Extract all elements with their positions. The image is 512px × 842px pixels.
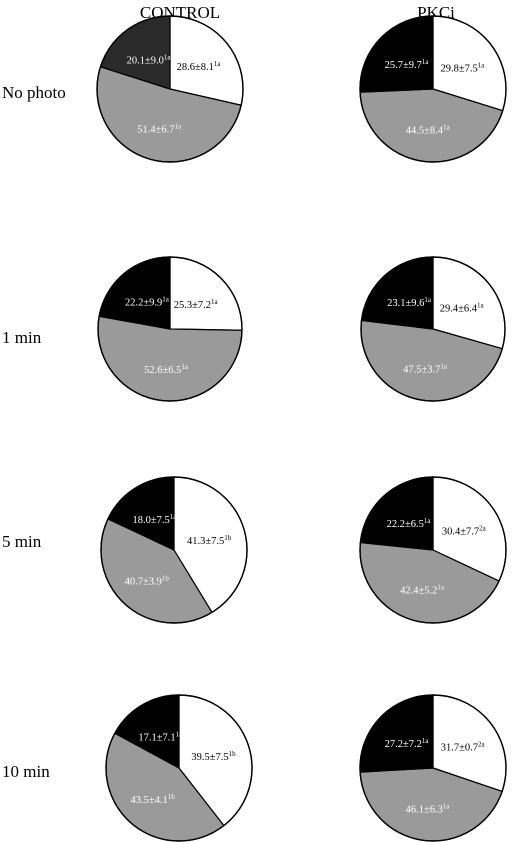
pie-label-pkci-10-min-gray: 46.1±6.31a (406, 803, 451, 816)
pie-control-10-min: 39.5±7.51b 43.5±4.11b 17.1±7.11a (105, 694, 253, 842)
pie-label-control-5-min-black: 18.0±7.51a (132, 513, 177, 526)
pie-label-control-1-min-black: 22.2±9.91a (125, 295, 170, 308)
pie-label-pkci-5-min-black: 22.2±6.51a (387, 517, 432, 530)
pie-label-pkci-10-min-white: 31.7±0.72a (441, 741, 486, 754)
pie-outline-pkci-1-min (360, 256, 506, 402)
pie-control-5-min: 41.3±7.51b 40.7±3.91b 18.0±7.51a (100, 476, 248, 624)
pie-control-no-photo: 28.6±8.11a 51.4±6.71a 20.1±9.01a (96, 15, 244, 163)
pie-outline-control-1-min (97, 256, 243, 402)
pie-label-control-no-photo-white: 28.6±8.11a (177, 60, 222, 73)
pie-label-control-10-min-gray: 43.5±4.11b (130, 793, 175, 806)
pie-outline-control-no-photo (96, 15, 244, 163)
pie-pkci-10-min: 31.7±0.72a 46.1±6.31a 27.2±7.21a (359, 694, 507, 842)
pie-slice-pkci-1-min-black (360, 256, 434, 330)
pie-label-pkci-5-min-white: 30.4±7.72a (442, 524, 487, 537)
pie-slice-control-1-min-black (98, 256, 171, 330)
pie-slice-pkci-5-min-black (359, 476, 434, 551)
pie-outline-pkci-no-photo (359, 15, 507, 163)
pie-label-control-no-photo-dark: 20.1±9.01a (127, 54, 172, 67)
row-header-10-min: 10 min (2, 762, 50, 781)
pie-label-pkci-10-min-black: 27.2±7.21a (385, 737, 430, 750)
pie-pkci-no-photo: 29.8±7.51a 44.5±8.41a 25.7±9.71a (359, 15, 507, 163)
pie-label-pkci-no-photo-black: 25.7±9.71a (385, 58, 430, 71)
row-header-1-min: 1 min (2, 328, 42, 347)
pie-control-1-min: 25.3±7.21a 52.6±6.51a 22.2±9.91a (97, 256, 243, 402)
pie-pkci-1-min: 29.4±6.41a 47.5±3.71a 23.1±9.61a (360, 256, 506, 402)
pie-label-pkci-no-photo-gray: 44.5±8.41a (406, 124, 451, 137)
pie-label-pkci-1-min-white: 29.4±6.41a (440, 301, 485, 314)
pie-label-control-1-min-gray: 52.6±6.51a (144, 363, 189, 376)
pie-outline-pkci-10-min (359, 694, 507, 842)
pies: 28.6±8.11a 51.4±6.71a 20.1±9.01a 29.8±7.51a… (96, 15, 507, 842)
pie-slice-control-1-min-white (169, 256, 243, 331)
pie-label-control-10-min-white: 39.5±7.51b (191, 750, 236, 763)
pie-label-pkci-1-min-gray: 47.5±3.71a (403, 363, 448, 376)
pie-outline-control-5-min (100, 476, 248, 624)
pie-label-control-5-min-white: 41.3±7.51b (187, 534, 232, 547)
pie-label-control-10-min-black: 17.1±7.11a (138, 731, 183, 744)
pie-slice-pkci-no-photo-black (359, 15, 434, 93)
pie-label-control-5-min-gray: 40.7±3.91b (125, 574, 170, 587)
pie-label-control-no-photo-gray: 51.4±6.71a (137, 122, 182, 135)
pie-label-pkci-5-min-gray: 42.4±5.21a (400, 583, 445, 596)
row-header-5-min: 5 min (2, 532, 42, 551)
pie-label-pkci-1-min-black: 23.1±9.61a (387, 296, 432, 309)
pie-outline-pkci-5-min (359, 476, 507, 624)
row-header-no-photo: No photo (2, 83, 66, 102)
row-headers: No photo 1 min 5 min 10 min (2, 83, 66, 781)
pie-pkci-5-min: 30.4±7.72a 42.4±5.21a 22.2±6.51a (359, 476, 507, 624)
pie-label-control-1-min-white: 25.3±7.21a (174, 298, 219, 311)
pie-label-pkci-no-photo-white: 29.8±7.51a (440, 61, 485, 74)
pie-slice-pkci-10-min-black (359, 694, 434, 773)
pie-outline-control-10-min (105, 694, 253, 842)
